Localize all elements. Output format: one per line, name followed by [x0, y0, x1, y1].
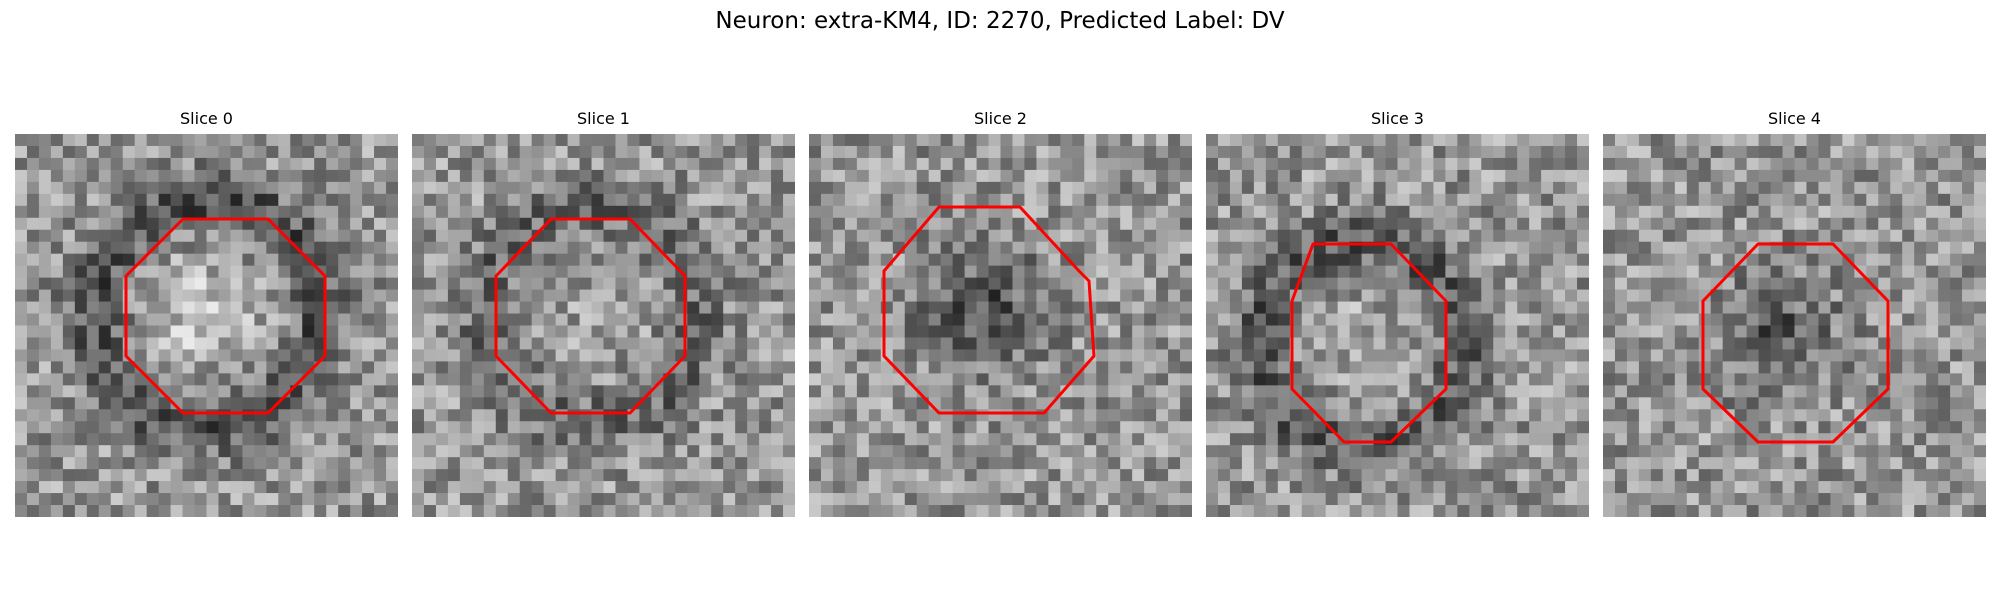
slice-image — [15, 134, 398, 517]
roi-contour — [124, 217, 327, 415]
slice-title: Slice 1 — [577, 109, 630, 128]
slice-panel-1: Slice 1 — [412, 107, 795, 517]
slice-title: Slice 3 — [1371, 109, 1424, 128]
slice-title: Slice 2 — [974, 109, 1027, 128]
slice-panel-3: Slice 3 — [1206, 107, 1589, 517]
slice-image — [412, 134, 795, 517]
grayscale-microscopy-image — [809, 134, 1192, 517]
slice-image — [1603, 134, 1986, 517]
grayscale-microscopy-image — [412, 134, 795, 517]
slice-image — [809, 134, 1192, 517]
slice-title: Slice 0 — [180, 109, 233, 128]
slice-image — [1206, 134, 1589, 517]
roi-contour — [1701, 242, 1890, 444]
slice-panel-2: Slice 2 — [809, 107, 1192, 517]
grayscale-microscopy-image — [1603, 134, 1986, 517]
slice-panel-0: Slice 0 — [15, 107, 398, 517]
roi-contour — [494, 217, 687, 415]
slice-panel-4: Slice 4 — [1603, 107, 1986, 517]
grayscale-microscopy-image — [1206, 134, 1589, 517]
roi-contour — [882, 205, 1096, 415]
slice-title: Slice 4 — [1768, 109, 1821, 128]
roi-contour — [1290, 242, 1448, 444]
figure-title: Neuron: extra-KM4, ID: 2270, Predicted L… — [715, 8, 1285, 34]
grayscale-microscopy-image — [15, 134, 398, 517]
